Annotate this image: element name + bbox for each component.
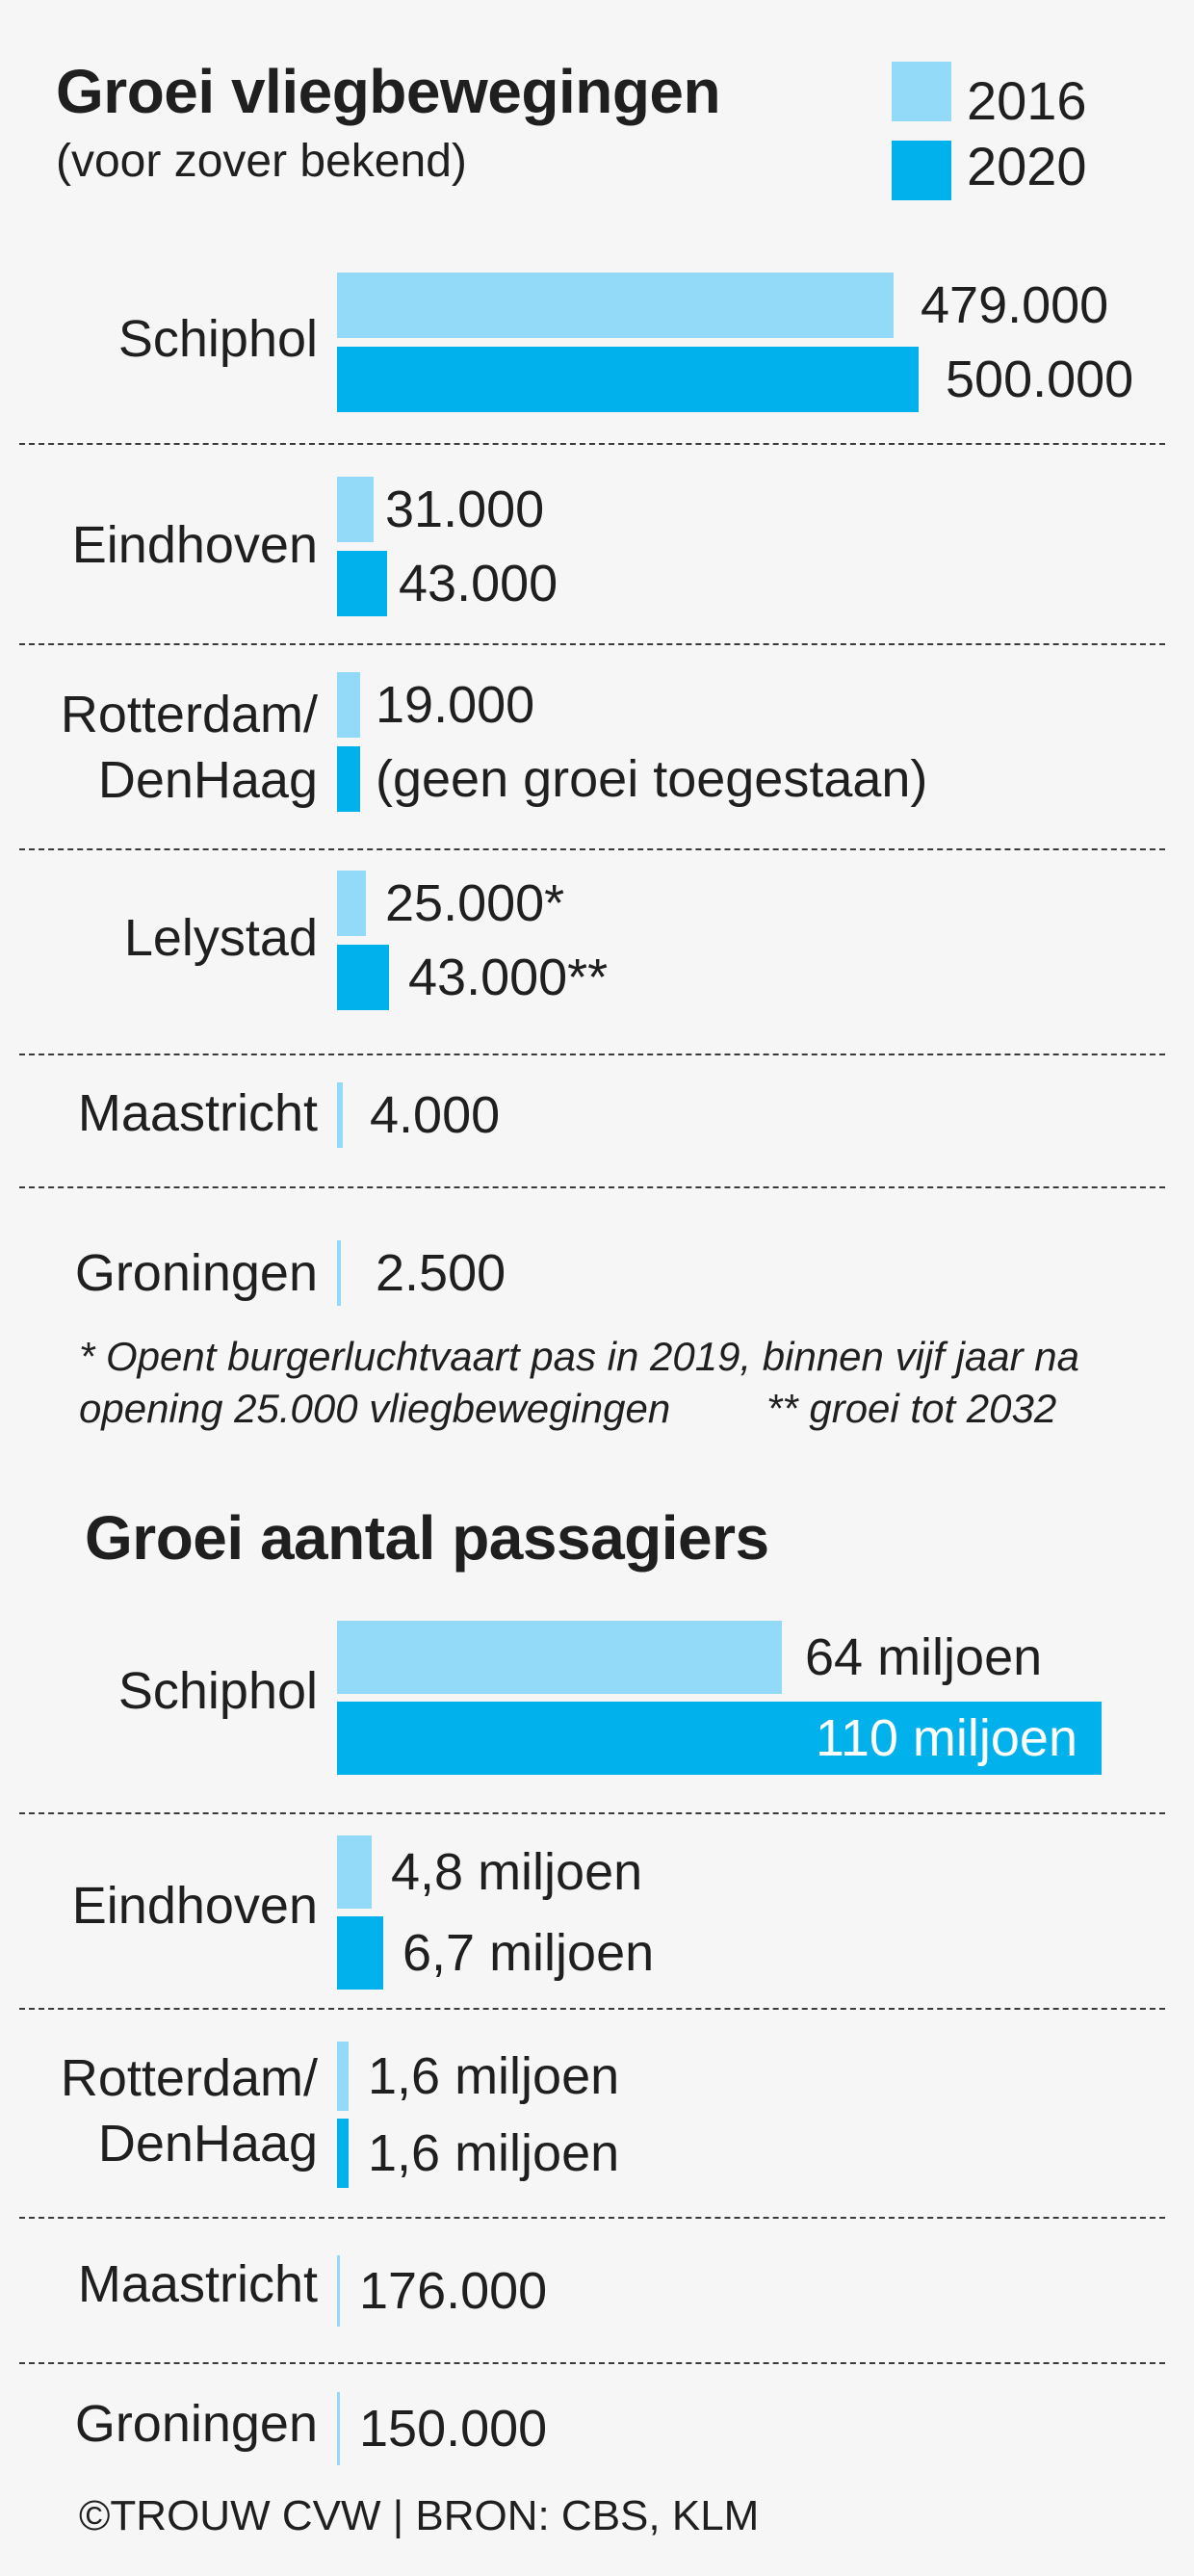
row-divider <box>19 643 1165 645</box>
category-label-line: Groningen <box>74 1244 318 1302</box>
data-label-2020: 110 miljoen <box>815 1709 1077 1767</box>
row-divider <box>19 2217 1165 2219</box>
bar-2020 <box>337 1702 1102 1775</box>
data-label-2020: 43.000** <box>408 949 609 1006</box>
data-label-2020: 43.000 <box>399 555 558 612</box>
bar-2016 <box>337 871 366 936</box>
row-divider <box>19 2008 1165 2010</box>
bar-2016 <box>337 477 374 542</box>
category-label-line: Maastricht <box>77 1084 318 1142</box>
row-divider <box>19 1054 1165 1055</box>
bar-2020 <box>337 746 360 812</box>
category-label-line: Schiphol <box>117 1662 318 1720</box>
bar-2016 <box>337 1240 341 1306</box>
chart-subtitle-flights: (voor zover bekend) <box>56 136 467 187</box>
row-divider <box>19 848 1165 850</box>
category-label: Maastricht <box>0 1080 318 1146</box>
source-credit: ©TROUW CVW | BRON: CBS, KLM <box>79 2492 760 2539</box>
data-label-2016: 64 miljoen <box>805 1628 1043 1686</box>
data-label-2020: 500.000 <box>946 351 1134 408</box>
bar-2016 <box>337 273 894 338</box>
bar-2016 <box>337 2255 340 2327</box>
bar-2016 <box>337 1621 782 1694</box>
footnote-line-1: * Opent burgerluchtvaart pas in 2019, bi… <box>79 1334 1079 1379</box>
legend-label-2016: 2016 <box>967 70 1087 131</box>
bar-2020 <box>337 2119 349 2188</box>
row-divider <box>19 2362 1165 2364</box>
legend-label-2020: 2020 <box>967 136 1087 196</box>
legend-swatch-2016 <box>892 62 951 121</box>
category-label: Eindhoven <box>0 512 318 578</box>
bar-2016 <box>337 672 360 738</box>
data-label-2016: 4,8 miljoen <box>391 1843 643 1901</box>
bar-2016 <box>337 1082 343 1148</box>
data-label-2020: 6,7 miljoen <box>402 1924 655 1982</box>
data-label-2016: 2.500 <box>376 1244 506 1302</box>
bar-2020 <box>337 347 919 412</box>
category-label-line: Rotterdam/ <box>60 2049 318 2107</box>
category-label-line: Groningen <box>74 2395 318 2453</box>
footnote-line-2b: ** groei tot 2032 <box>766 1386 1057 1431</box>
row-divider <box>19 443 1165 445</box>
category-label-line: Schiphol <box>117 310 318 368</box>
data-label-2016: 4.000 <box>370 1086 501 1144</box>
category-label-line: Lelystad <box>123 909 318 967</box>
category-label: Schiphol <box>0 1658 318 1724</box>
row-divider <box>19 1186 1165 1188</box>
data-label-2020: 1,6 miljoen <box>368 2124 620 2182</box>
bar-2016 <box>337 2392 340 2465</box>
category-label: Lelystad <box>0 905 318 971</box>
data-label-2016: 479.000 <box>921 276 1109 334</box>
category-label-line: Maastricht <box>77 2255 318 2313</box>
category-label-line: DenHaag <box>97 2115 318 2173</box>
bar-2016 <box>337 2042 349 2111</box>
footnote-line-2a: opening 25.000 vliegbewegingen <box>79 1386 671 1431</box>
bar-2020 <box>337 551 387 616</box>
category-label: Rotterdam/DenHaag <box>0 682 318 813</box>
data-label-2016: 31.000 <box>385 481 545 538</box>
chart-title-passengers: Groei aantal passagiers <box>85 1503 769 1573</box>
category-label: Eindhoven <box>0 1873 318 1939</box>
data-label-2016: 150.000 <box>359 2400 548 2458</box>
category-label-line: Eindhoven <box>71 516 318 574</box>
category-label: Groningen <box>0 1240 318 1306</box>
category-label: Schiphol <box>0 306 318 372</box>
data-label-2016: 176.000 <box>359 2262 548 2320</box>
category-label-line: Rotterdam/ <box>60 686 318 743</box>
data-label-2020: (geen groei toegestaan) <box>376 750 928 808</box>
category-label: Rotterdam/DenHaag <box>0 2045 318 2176</box>
category-label-line: DenHaag <box>97 751 318 809</box>
bar-2020 <box>337 1916 383 1990</box>
category-label-line: Eindhoven <box>71 1877 318 1935</box>
legend-swatch-2020 <box>892 141 951 200</box>
data-label-2016: 25.000* <box>385 874 565 932</box>
bar-2020 <box>337 945 389 1010</box>
bar-2016 <box>337 1835 372 1909</box>
category-label: Maastricht <box>0 2251 318 2317</box>
data-label-2016: 1,6 miljoen <box>368 2047 620 2105</box>
data-label-2016: 19.000 <box>376 676 535 734</box>
row-divider <box>19 1812 1165 1814</box>
category-label: Groningen <box>0 2391 318 2457</box>
chart-title-flights: Groei vliegbewegingen <box>56 57 721 126</box>
